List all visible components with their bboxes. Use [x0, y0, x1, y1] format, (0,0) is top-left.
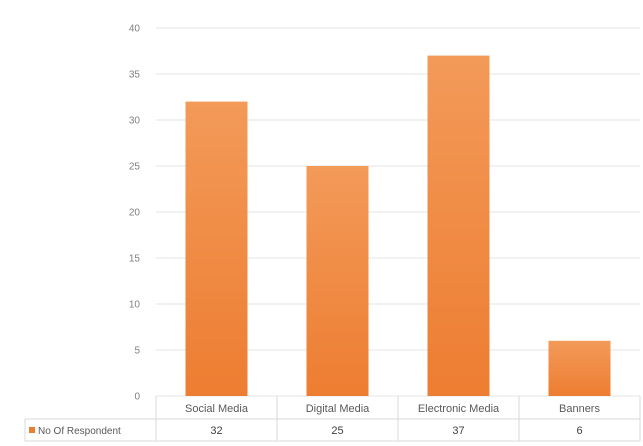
- legend-swatch: [29, 427, 35, 433]
- y-tick-label: 40: [129, 24, 141, 35]
- bar[interactable]: [185, 101, 248, 396]
- y-tick-label: 25: [129, 162, 141, 173]
- y-axis-ticks: 0 5 10 15 20 25 30 35 40: [129, 24, 141, 403]
- category-label: Electronic Media: [418, 403, 500, 415]
- y-tick-label: 0: [134, 392, 140, 403]
- category-label: Banners: [559, 403, 600, 415]
- data-table-value: 6: [576, 425, 582, 437]
- y-tick-label: 30: [129, 116, 141, 127]
- bar[interactable]: [427, 55, 490, 396]
- y-tick-label: 35: [129, 70, 141, 81]
- category-label: Social Media: [185, 403, 249, 415]
- bar[interactable]: [306, 166, 369, 396]
- category-label: Digital Media: [306, 403, 370, 415]
- data-table: Social Media 32 Digital Media 25 Electronic …: [24, 396, 641, 442]
- data-table-value: 32: [210, 425, 222, 437]
- y-tick-label: 10: [129, 300, 141, 311]
- y-tick-label: 20: [129, 208, 141, 219]
- y-tick-label: 15: [129, 254, 141, 265]
- y-tick-label: 5: [134, 346, 140, 357]
- data-table-value: 25: [331, 425, 343, 437]
- data-table-value: 37: [452, 425, 464, 437]
- bar[interactable]: [548, 340, 611, 396]
- series-name: No Of Respondent: [38, 426, 121, 437]
- bars: [185, 55, 611, 396]
